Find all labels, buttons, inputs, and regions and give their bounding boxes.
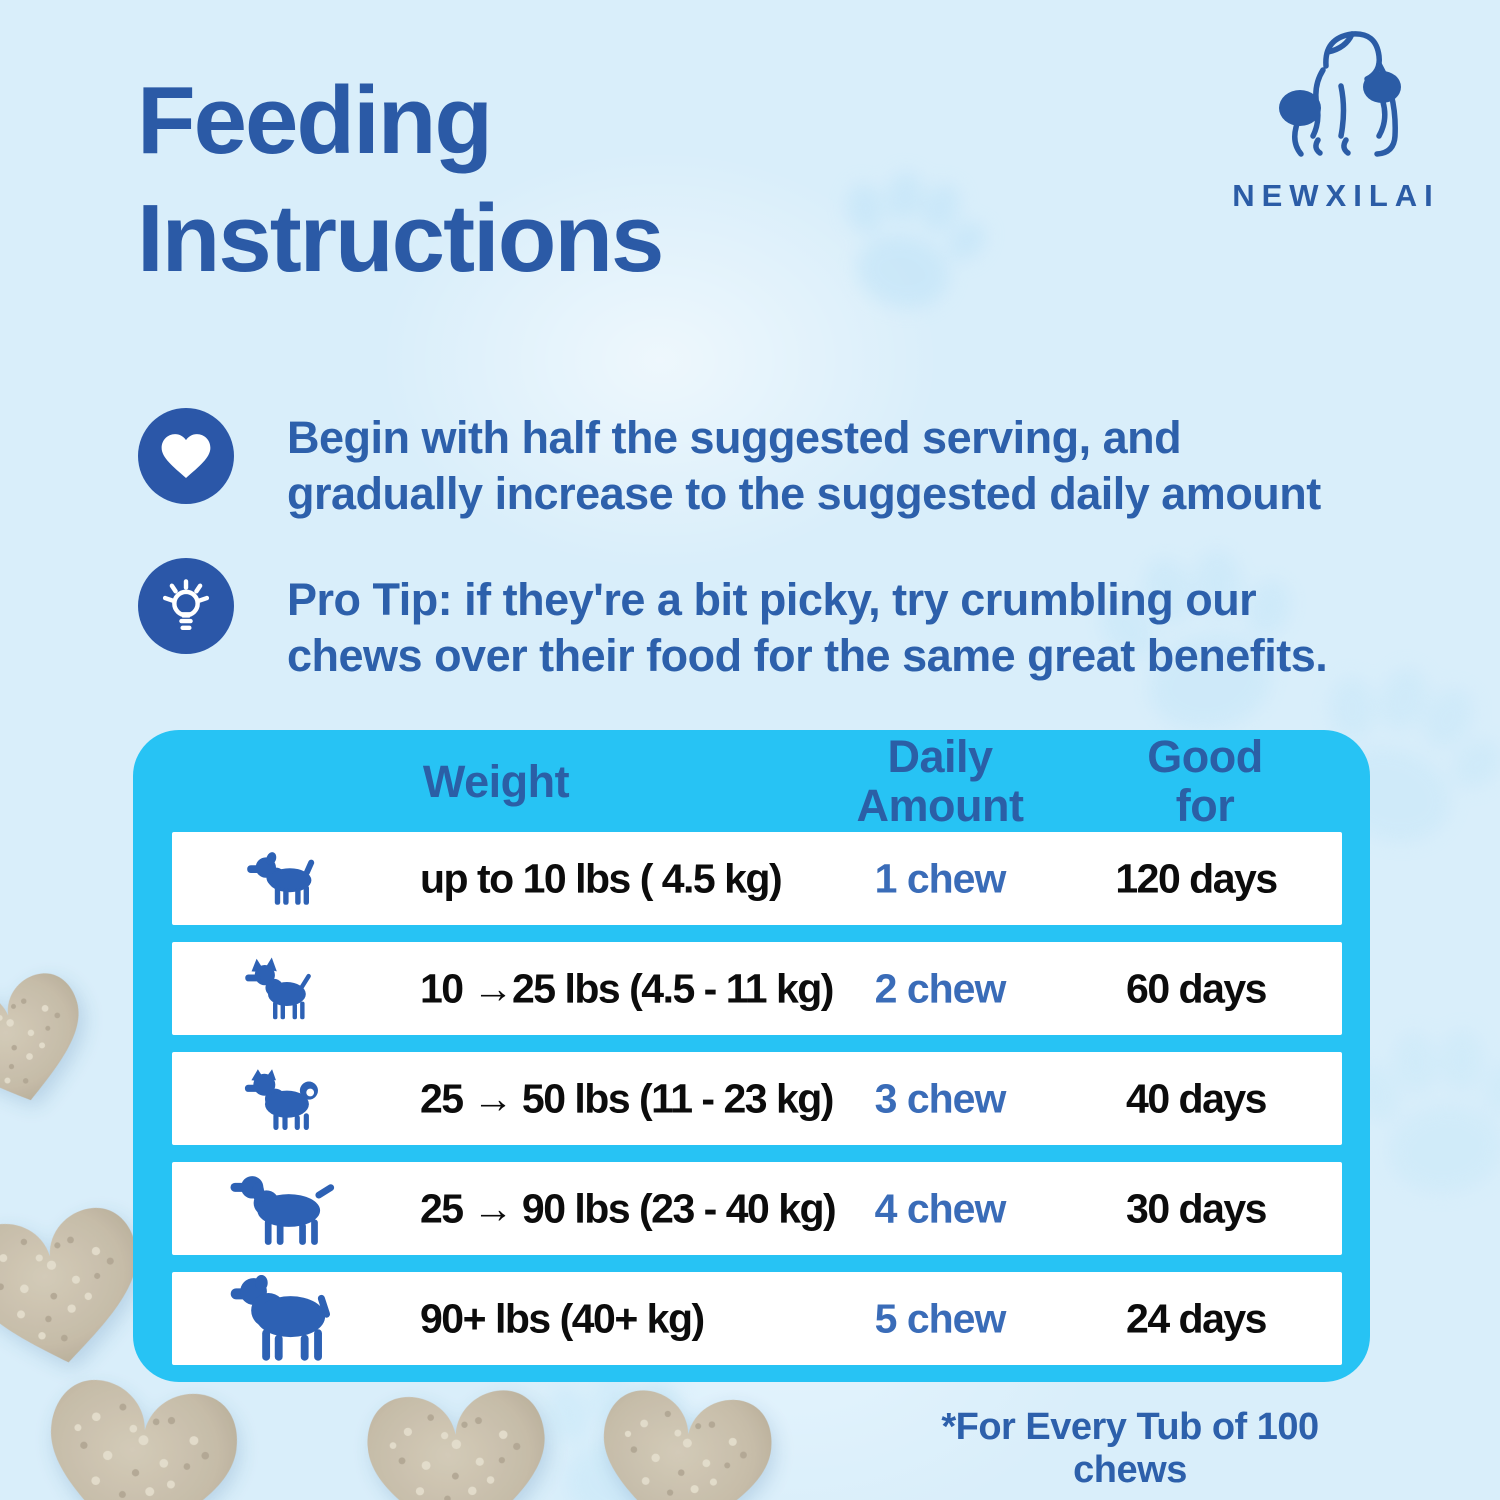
table-header-good-for: Good for bbox=[1147, 730, 1263, 832]
lightbulb-icon bbox=[138, 558, 234, 654]
table-row: up to 10 lbs ( 4.5 kg) 1 chew 120 days bbox=[172, 832, 1342, 925]
daily-amount-cell: 1 chew bbox=[874, 855, 1007, 901]
daily-amount-cell: 5 chew bbox=[874, 1295, 1007, 1341]
dog-small-icon bbox=[172, 942, 398, 1035]
table-row: 10 →25 lbs (4.5 - 11 kg) 2 chew 60 days bbox=[172, 942, 1342, 1035]
weight-cell: 90+ lbs (40+ kg) bbox=[420, 1295, 705, 1341]
daily-amount-cell: 4 chew bbox=[874, 1185, 1007, 1231]
page-title-line2: Instructions bbox=[137, 185, 664, 292]
two-dogs-line-art-icon bbox=[1279, 31, 1401, 157]
page-title: Feeding Instructions bbox=[137, 62, 664, 298]
good-for-cell: 24 days bbox=[1126, 1295, 1267, 1341]
weight-cell: 10 →25 lbs (4.5 - 11 kg) bbox=[420, 965, 834, 1011]
heart-treat-image bbox=[593, 1386, 776, 1500]
heart-treat-image bbox=[0, 966, 99, 1119]
good-for-cell: 60 days bbox=[1126, 965, 1267, 1011]
page-title-line1: Feeding bbox=[137, 67, 493, 174]
footnote: *For Every Tub of 100 chews bbox=[941, 1406, 1319, 1491]
header-line: Amount bbox=[856, 780, 1024, 831]
table-row: 25 → 90 lbs (23 - 40 kg) 4 chew 30 days bbox=[172, 1162, 1342, 1255]
table-row: 90+ lbs (40+ kg) 5 chew 24 days bbox=[172, 1272, 1342, 1365]
weight-cell: 25 → 50 lbs (11 - 23 kg) bbox=[420, 1075, 834, 1121]
heart-icon bbox=[138, 408, 234, 504]
feeding-table: Weight Daily Amount Good for bbox=[133, 730, 1370, 1382]
tip-text-line2: gradually increase to the suggested dail… bbox=[287, 468, 1321, 519]
tip-text-line1: Begin with half the suggested serving, a… bbox=[287, 412, 1182, 463]
tip-text: Begin with half the suggested serving, a… bbox=[287, 410, 1467, 522]
dog-medium-icon bbox=[172, 1052, 398, 1145]
tip-text-line2: chews over their food for the same great… bbox=[287, 630, 1328, 681]
good-for-cell: 30 days bbox=[1126, 1185, 1267, 1231]
heart-treat-image bbox=[364, 1387, 552, 1500]
weight-cell: 25 → 90 lbs (23 - 40 kg) bbox=[420, 1185, 837, 1231]
header-line: for bbox=[1175, 780, 1235, 831]
daily-amount-cell: 2 chew bbox=[874, 965, 1007, 1011]
paw-print-decoration bbox=[821, 159, 1003, 324]
background-glow bbox=[380, 150, 940, 570]
table-header-daily-amount: Daily Amount bbox=[857, 730, 1024, 832]
brand-logo: NEWXILAI bbox=[1218, 24, 1454, 214]
header-line: Daily bbox=[887, 731, 993, 782]
dog-xlarge-icon bbox=[172, 1272, 398, 1365]
tip-text: Pro Tip: if they're a bit picky, try cru… bbox=[287, 572, 1467, 684]
table-header-weight: Weight bbox=[422, 730, 570, 832]
weight-cell: up to 10 lbs ( 4.5 kg) bbox=[420, 855, 783, 901]
daily-amount-cell: 3 chew bbox=[874, 1075, 1007, 1121]
header-line: Good bbox=[1147, 731, 1263, 782]
dog-large-icon bbox=[172, 1162, 398, 1255]
table-row: 25 → 50 lbs (11 - 23 kg) 3 chew 40 days bbox=[172, 1052, 1342, 1145]
tip-text-line1: Pro Tip: if they're a bit picky, try cru… bbox=[287, 574, 1257, 625]
dog-xsmall-icon bbox=[172, 832, 398, 925]
good-for-cell: 120 days bbox=[1115, 855, 1278, 901]
header-line: Weight bbox=[422, 755, 570, 807]
good-for-cell: 40 days bbox=[1126, 1075, 1267, 1121]
brand-name: NEWXILAI bbox=[1232, 178, 1440, 213]
